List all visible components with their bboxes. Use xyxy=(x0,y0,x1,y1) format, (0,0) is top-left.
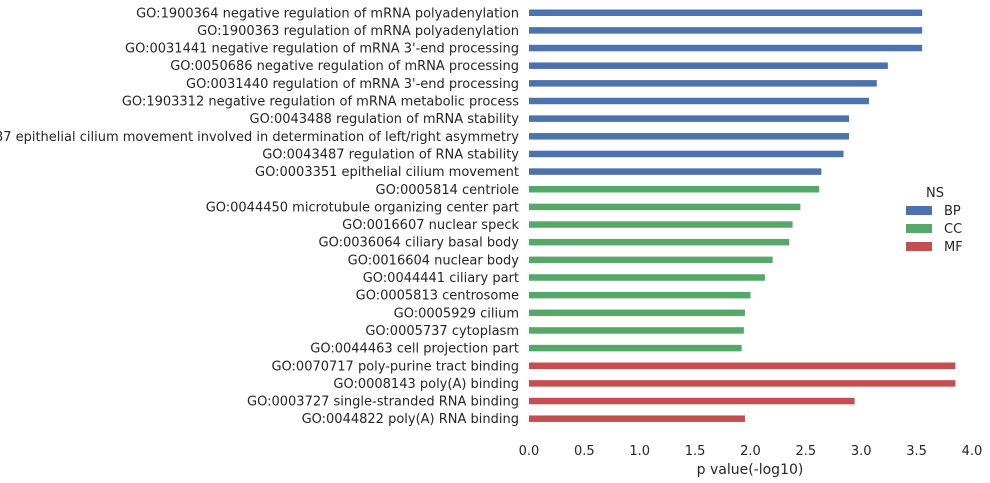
legend-label-mf: MF xyxy=(944,240,963,255)
bar-mf xyxy=(529,362,956,369)
x-axis-ticks: 0.0 0.5 1.0 1.5 2.0 2.5 3.0 3.5 4.0 xyxy=(519,444,983,459)
y-tick-label: GO:0008143 poly(A) binding xyxy=(333,377,519,392)
x-tick-label: 3.5 xyxy=(906,444,927,459)
y-tick-label: GO:1900363 regulation of mRNA polyadenyl… xyxy=(197,24,519,39)
bar-bp xyxy=(529,115,850,122)
y-tick-label: GO:0005814 centriole xyxy=(376,183,520,198)
x-tick-label: 0.5 xyxy=(574,444,595,459)
x-axis-label: p value(-log10) xyxy=(697,462,804,478)
y-tick-label: GO:0043488 regulation of mRNA stability xyxy=(250,112,520,127)
y-tick-label: GO:0016604 nuclear body xyxy=(348,253,520,268)
bar-bp xyxy=(529,9,923,16)
bar-cc xyxy=(529,238,790,246)
y-tick-label: GO:0036064 ciliary basal body xyxy=(319,236,520,251)
bar-bp xyxy=(529,62,888,69)
legend-swatch-bp xyxy=(906,206,932,215)
y-tick-label: GO:0044450 microtubule organizing center… xyxy=(206,200,519,215)
y-tick-label: GO:0031441 negative regulation of mRNA 3… xyxy=(125,42,519,57)
y-tick-label: GO:0031440 regulation of mRNA 3'-end pro… xyxy=(186,77,519,92)
bar-bp xyxy=(529,44,923,52)
y-tick-label: GO:0044441 ciliary part xyxy=(363,271,519,286)
bar-mf xyxy=(529,380,956,387)
y-tick-label: GO:0005813 centrosome xyxy=(356,289,519,304)
y-tick-label: GO:0043487 regulation of RNA stability xyxy=(262,147,519,162)
y-tick-label: GO:0016607 nuclear speck xyxy=(342,218,519,233)
y-tick-label: GO:0005929 cilium xyxy=(394,306,519,321)
bar-cc xyxy=(529,327,744,334)
x-tick-label: 2.5 xyxy=(796,444,817,459)
bar-cc xyxy=(529,186,820,193)
x-tick-label: 0.0 xyxy=(519,444,540,459)
y-axis-labels: GO:1900364 negative regulation of mRNA p… xyxy=(0,6,519,427)
bar-mf xyxy=(529,415,745,422)
y-tick-label: GO:1900364 negative regulation of mRNA p… xyxy=(136,6,519,21)
legend-label-bp: BP xyxy=(944,204,961,219)
bar-cc xyxy=(529,274,765,281)
x-tick-label: 1.0 xyxy=(629,444,650,459)
bar-bp xyxy=(529,27,923,34)
y-tick-label: GO:0060287 epithelial cilium movement in… xyxy=(0,130,519,145)
y-tick-label: GO:0003351 epithelial cilium movement xyxy=(255,165,519,180)
bar-bp xyxy=(529,168,822,175)
bar-bp xyxy=(529,133,850,140)
x-tick-label: 3.0 xyxy=(851,444,872,459)
bar-cc xyxy=(529,309,745,317)
y-tick-label: GO:1903312 negative regulation of mRNA m… xyxy=(122,95,519,110)
y-tick-label: GO:0005737 cytoplasm xyxy=(365,324,519,339)
bar-bp xyxy=(529,97,869,105)
bar-cc xyxy=(529,344,742,352)
legend-swatch-mf xyxy=(906,242,932,251)
bar-cc xyxy=(529,203,801,211)
bar-mf xyxy=(529,397,855,405)
y-tick-label: GO:0044463 cell projection part xyxy=(310,342,519,357)
bar-cc xyxy=(529,256,773,264)
y-tick-label: GO:0003727 single-stranded RNA binding xyxy=(247,395,519,410)
bars-layer xyxy=(529,9,956,422)
bar-bp xyxy=(529,150,844,158)
legend-swatch-cc xyxy=(906,224,932,233)
legend-label-cc: CC xyxy=(944,222,962,237)
bar-bp xyxy=(529,80,877,87)
y-tick-label: GO:0050686 negative regulation of mRNA p… xyxy=(170,59,519,74)
x-tick-label: 4.0 xyxy=(962,444,983,459)
bar-cc xyxy=(529,221,793,228)
y-tick-label: GO:0044822 poly(A) RNA binding xyxy=(302,412,519,427)
x-tick-label: 1.5 xyxy=(685,444,706,459)
legend: NS BP CC MF xyxy=(906,186,963,255)
x-tick-label: 2.0 xyxy=(740,444,761,459)
bar-cc xyxy=(529,291,751,299)
legend-title: NS xyxy=(926,186,944,201)
y-tick-label: GO:0070717 poly-purine tract binding xyxy=(271,359,519,374)
